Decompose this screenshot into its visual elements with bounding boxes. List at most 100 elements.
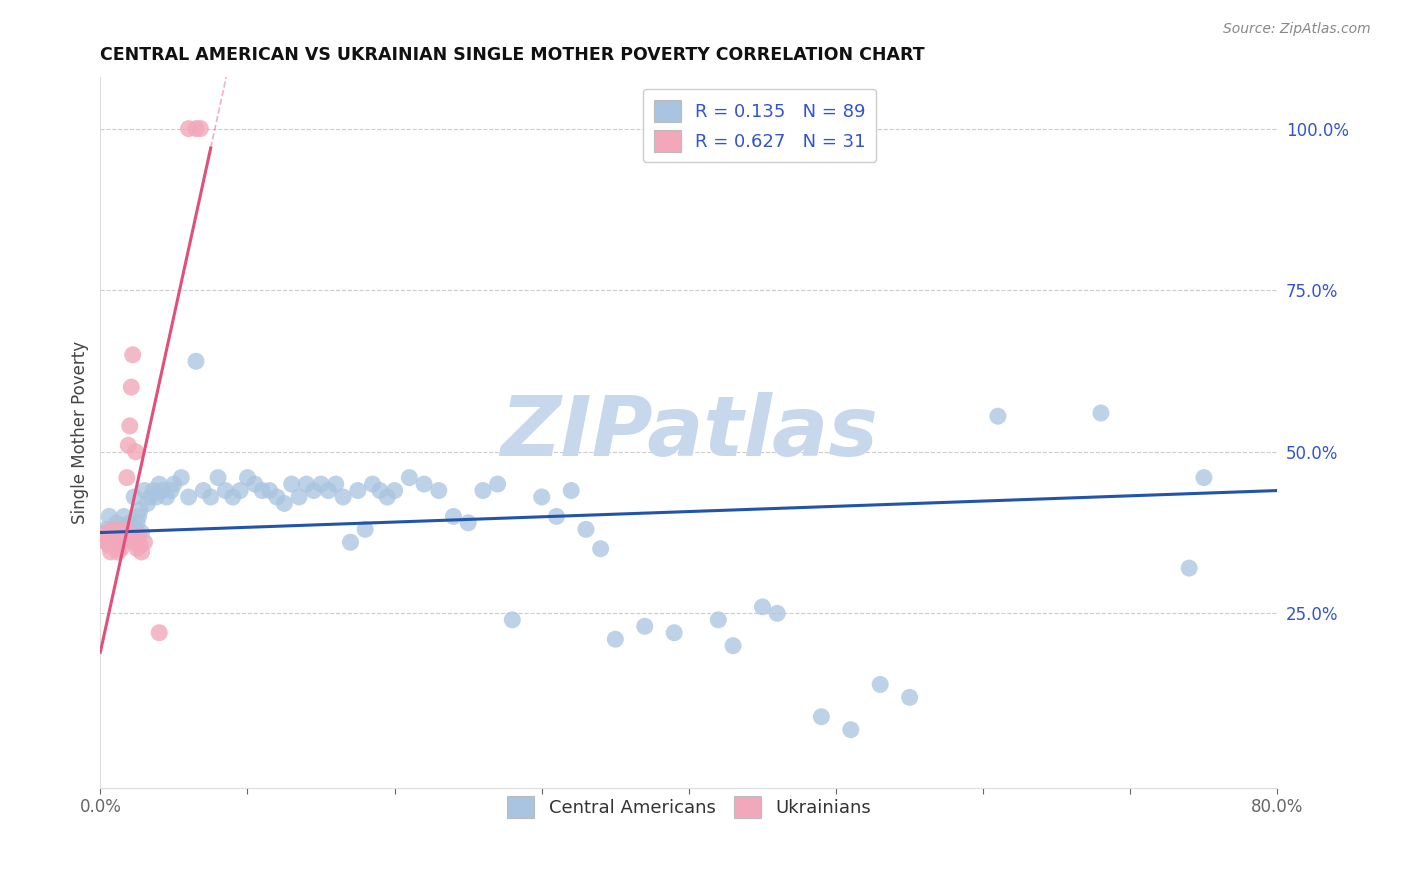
Point bbox=[384, 483, 406, 498]
Point bbox=[332, 490, 354, 504]
Point bbox=[751, 599, 773, 614]
Point bbox=[96, 522, 118, 536]
Legend: Central Americans, Ukrainians: Central Americans, Ukrainians bbox=[499, 789, 877, 825]
Point bbox=[222, 490, 245, 504]
Point bbox=[810, 710, 832, 724]
Point bbox=[117, 529, 139, 543]
Text: Source: ZipAtlas.com: Source: ZipAtlas.com bbox=[1223, 22, 1371, 37]
Point bbox=[100, 525, 122, 540]
Point bbox=[94, 525, 117, 540]
Point bbox=[486, 477, 509, 491]
Point bbox=[170, 470, 193, 484]
Point bbox=[112, 525, 135, 540]
Point bbox=[273, 496, 295, 510]
Point bbox=[122, 490, 145, 504]
Point bbox=[110, 541, 132, 556]
Point bbox=[142, 483, 165, 498]
Point bbox=[107, 545, 129, 559]
Point bbox=[101, 535, 124, 549]
Point bbox=[131, 545, 153, 559]
Point bbox=[309, 477, 332, 491]
Point bbox=[368, 483, 391, 498]
Point bbox=[118, 516, 141, 530]
Point bbox=[190, 121, 212, 136]
Point bbox=[1192, 470, 1215, 484]
Point bbox=[207, 470, 229, 484]
Point bbox=[114, 522, 136, 536]
Point bbox=[250, 483, 273, 498]
Point bbox=[134, 483, 156, 498]
Point bbox=[163, 477, 186, 491]
Point bbox=[115, 470, 138, 484]
Point bbox=[128, 509, 150, 524]
Point bbox=[471, 483, 494, 498]
Point bbox=[200, 490, 222, 504]
Point bbox=[398, 470, 420, 484]
Point bbox=[177, 490, 200, 504]
Point bbox=[347, 483, 370, 498]
Point bbox=[127, 541, 149, 556]
Point bbox=[108, 522, 131, 536]
Point bbox=[457, 516, 479, 530]
Point bbox=[120, 380, 142, 394]
Point bbox=[560, 483, 582, 498]
Point bbox=[121, 348, 143, 362]
Point bbox=[302, 483, 325, 498]
Point bbox=[707, 613, 730, 627]
Point bbox=[100, 545, 122, 559]
Point bbox=[129, 503, 152, 517]
Point bbox=[97, 535, 120, 549]
Point bbox=[111, 525, 134, 540]
Point bbox=[589, 541, 612, 556]
Text: ZIPatlas: ZIPatlas bbox=[501, 392, 877, 473]
Point bbox=[1090, 406, 1112, 420]
Point bbox=[325, 477, 347, 491]
Point bbox=[354, 522, 377, 536]
Point bbox=[634, 619, 657, 633]
Point bbox=[721, 639, 744, 653]
Point bbox=[280, 477, 302, 491]
Point bbox=[177, 121, 200, 136]
Point bbox=[107, 525, 129, 540]
Point bbox=[129, 539, 152, 553]
Point bbox=[114, 525, 136, 540]
Point bbox=[108, 525, 131, 540]
Point bbox=[530, 490, 553, 504]
Point bbox=[575, 522, 598, 536]
Point bbox=[98, 539, 121, 553]
Point bbox=[236, 470, 259, 484]
Point bbox=[184, 121, 207, 136]
Point bbox=[375, 490, 398, 504]
Point bbox=[150, 483, 173, 498]
Point bbox=[214, 483, 236, 498]
Text: CENTRAL AMERICAN VS UKRAINIAN SINGLE MOTHER POVERTY CORRELATION CHART: CENTRAL AMERICAN VS UKRAINIAN SINGLE MOT… bbox=[100, 46, 925, 64]
Point bbox=[128, 529, 150, 543]
Point bbox=[155, 490, 177, 504]
Point bbox=[501, 613, 523, 627]
Point bbox=[103, 522, 125, 536]
Point bbox=[546, 509, 568, 524]
Point bbox=[101, 529, 124, 543]
Point bbox=[96, 535, 118, 549]
Point bbox=[122, 535, 145, 549]
Point bbox=[184, 354, 207, 368]
Point bbox=[318, 483, 340, 498]
Point bbox=[259, 483, 281, 498]
Point bbox=[110, 529, 132, 543]
Point bbox=[115, 519, 138, 533]
Point bbox=[136, 496, 159, 510]
Point bbox=[139, 490, 162, 504]
Point bbox=[104, 529, 127, 543]
Point bbox=[134, 535, 156, 549]
Point bbox=[266, 490, 288, 504]
Point bbox=[664, 625, 686, 640]
Point bbox=[121, 522, 143, 536]
Point bbox=[229, 483, 252, 498]
Point bbox=[427, 483, 450, 498]
Point bbox=[869, 677, 891, 691]
Point bbox=[145, 490, 167, 504]
Point bbox=[94, 529, 117, 543]
Point bbox=[898, 690, 921, 705]
Y-axis label: Single Mother Poverty: Single Mother Poverty bbox=[72, 341, 89, 524]
Point bbox=[105, 516, 128, 530]
